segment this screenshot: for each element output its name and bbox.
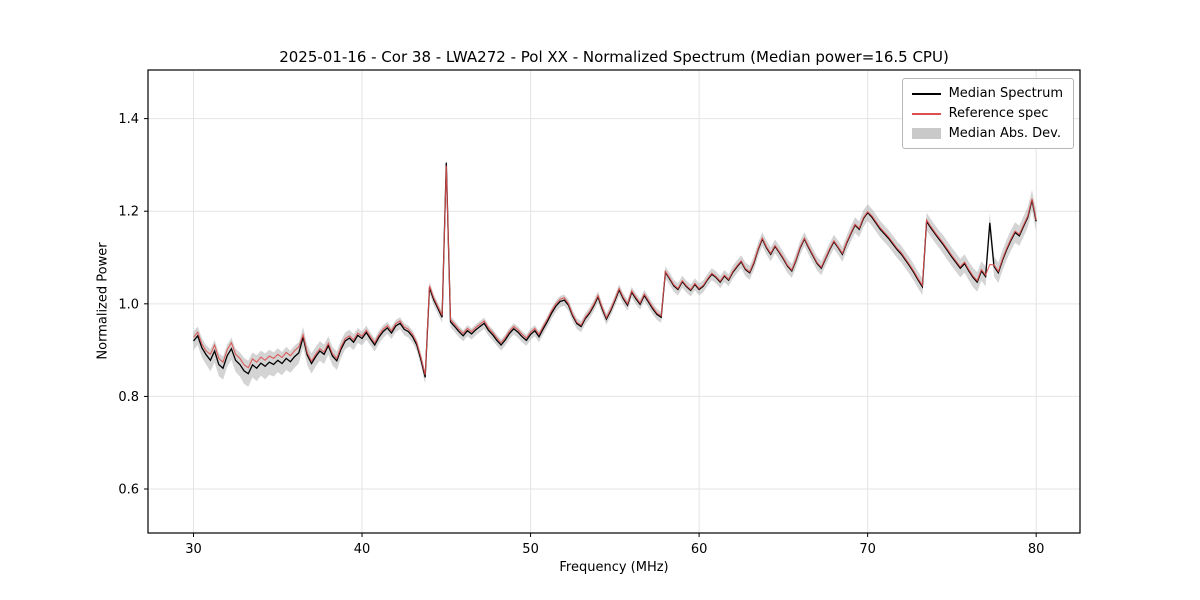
x-tick-label: 70 [859, 542, 876, 557]
x-tick-label: 80 [1028, 542, 1045, 557]
y-tick-label: 1.2 [118, 205, 139, 220]
reference-spec-line [193, 165, 1037, 376]
legend-label-median-spectrum: Median Spectrum [948, 86, 1063, 101]
y-axis-label: Normalized Power [95, 242, 111, 360]
x-axis-label: Frequency (MHz) [559, 560, 669, 575]
x-tick-label: 60 [691, 542, 708, 557]
x-tick-label: 50 [522, 542, 539, 557]
legend-item-median-abs-dev: Median Abs. Dev. [911, 126, 1063, 141]
chart-title: 2025-01-16 - Cor 38 - LWA272 - Pol XX - … [279, 48, 949, 66]
x-tick-label: 30 [185, 542, 202, 557]
y-tick-label: 0.6 [118, 483, 139, 498]
legend-label-median-abs-dev: Median Abs. Dev. [948, 126, 1062, 141]
legend: Median Spectrum Reference spec Median Ab… [901, 78, 1074, 149]
y-tick-label: 0.8 [118, 390, 139, 405]
median-spectrum-line [192, 162, 1037, 378]
legend-item-median-spectrum: Median Spectrum [911, 86, 1063, 101]
axes-frame [147, 69, 1081, 534]
x-tick-label: 40 [354, 542, 371, 557]
y-tick-label: 1.4 [118, 112, 139, 127]
reference-spec-line-swatch [911, 112, 941, 115]
median-spectrum-line-swatch [911, 92, 941, 95]
median-abs-dev-band [193, 157, 1037, 387]
y-tick-label: 1.0 [118, 297, 139, 312]
legend-item-reference-spec: Reference spec [911, 106, 1063, 121]
legend-label-reference-spec: Reference spec [948, 106, 1049, 121]
median-abs-dev-patch-swatch [911, 128, 941, 139]
